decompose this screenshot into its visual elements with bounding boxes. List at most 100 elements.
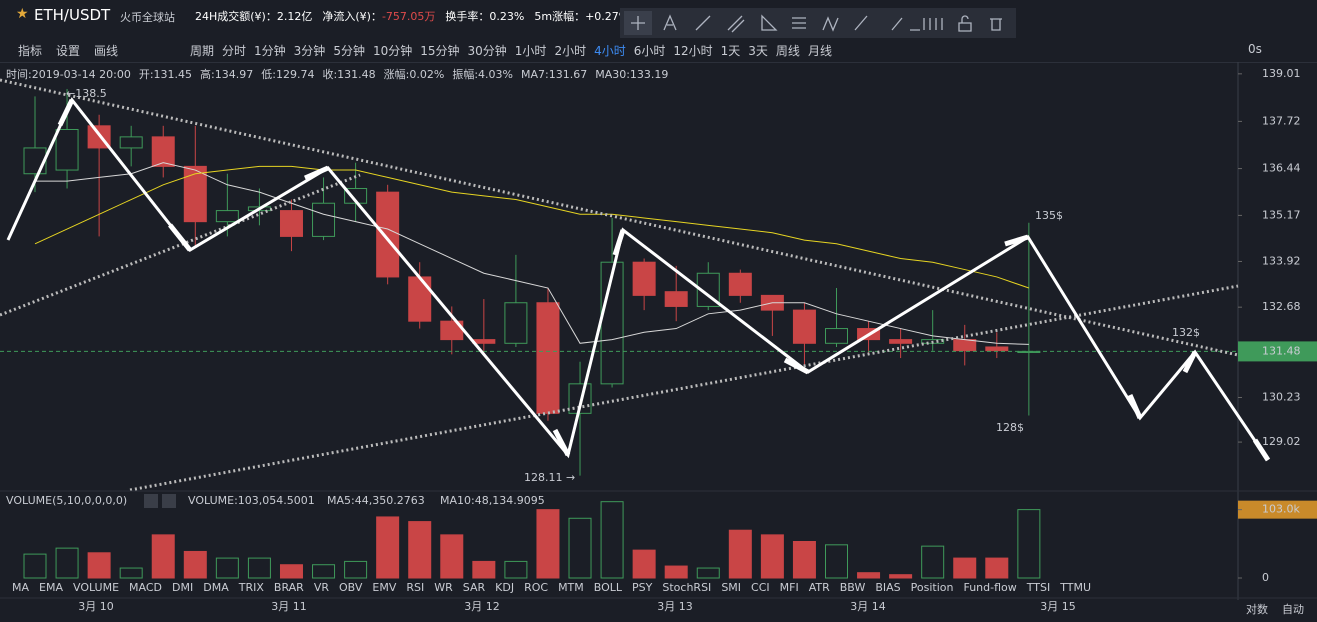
lock-icon[interactable] bbox=[958, 15, 972, 32]
footer-button[interactable]: 对数 bbox=[1246, 602, 1268, 616]
tool[interactable]: 设置 bbox=[56, 44, 81, 58]
text-icon[interactable] bbox=[663, 14, 677, 31]
last-price-label: 131.48 bbox=[1262, 344, 1301, 357]
period[interactable]: 1分钟 bbox=[254, 44, 286, 58]
stats: 24H成交额(¥)：2.12亿 净流入(¥)：-757.05万 换手率：0.23% 5… bbox=[195, 8, 639, 24]
period[interactable]: 12小时 bbox=[673, 44, 713, 58]
volume-bar bbox=[119, 567, 143, 579]
candle-body bbox=[632, 261, 656, 296]
period[interactable]: 分时 bbox=[222, 44, 247, 58]
indicator-tab[interactable]: TTSI bbox=[1026, 581, 1050, 594]
drawing-tools bbox=[624, 11, 1002, 35]
indicator-tab[interactable]: VOLUME bbox=[73, 581, 119, 594]
channel-icon[interactable] bbox=[727, 15, 745, 33]
candle-body bbox=[504, 302, 528, 344]
indicator-tab[interactable]: SMI bbox=[721, 581, 741, 594]
date-label: 3月 13 bbox=[657, 600, 693, 613]
star-icon[interactable]: ★ bbox=[16, 6, 29, 22]
volume-bar bbox=[696, 567, 720, 579]
indicator-tab[interactable]: BIAS bbox=[875, 581, 900, 594]
indicator-tab[interactable]: VR bbox=[314, 581, 330, 594]
cross-icon[interactable] bbox=[631, 16, 645, 30]
ma-line bbox=[35, 162, 1029, 345]
period-bar: 指标 设置 画线 周期 分时 1分钟 3分钟 5分钟 10分钟 15分钟 30分钟 1小时 2小时 4小时… bbox=[0, 38, 1317, 63]
indicator-tab[interactable]: MA bbox=[12, 581, 29, 594]
date-label: 3月 12 bbox=[464, 600, 500, 613]
y-tick-label: 130.23 bbox=[1262, 390, 1301, 403]
brush-icon[interactable] bbox=[891, 17, 920, 31]
indicator-tab[interactable]: OBV bbox=[339, 581, 363, 594]
indicator-tab[interactable]: EMV bbox=[372, 581, 396, 594]
indicator-tab[interactable]: BOLL bbox=[594, 581, 623, 594]
pair[interactable]: ETH/USDT bbox=[34, 6, 111, 24]
indicator-tab[interactable]: Position bbox=[911, 581, 954, 594]
indicator-tab[interactable]: EMA bbox=[39, 581, 63, 594]
arrow-head bbox=[783, 357, 810, 375]
volume-stat: MA5:44,350.2763 bbox=[327, 494, 425, 507]
candle-body bbox=[664, 291, 688, 307]
period[interactable]: 3天 bbox=[748, 44, 768, 58]
period[interactable]: 30分钟 bbox=[467, 44, 507, 58]
indicator-tab[interactable]: Fund-flow bbox=[963, 581, 1016, 594]
footer-button[interactable]: 自动 bbox=[1282, 603, 1304, 616]
pen-icon[interactable] bbox=[854, 15, 868, 31]
volume-tick-label: 103.0k bbox=[1262, 503, 1300, 516]
period[interactable]: 4小时 bbox=[594, 44, 626, 58]
indicator-tab[interactable]: TTMU bbox=[1059, 581, 1091, 594]
indicator-tab[interactable]: ROC bbox=[524, 581, 548, 594]
pattern-icon[interactable] bbox=[923, 18, 943, 30]
indicator-tab[interactable]: CCI bbox=[751, 581, 770, 594]
indicator-tab[interactable]: StochRSI bbox=[662, 581, 711, 594]
indicator-tab[interactable]: MFI bbox=[780, 581, 799, 594]
period[interactable]: 2小时 bbox=[554, 44, 587, 58]
indicator-tab[interactable]: KDJ bbox=[495, 581, 514, 594]
period[interactable]: 1天 bbox=[720, 44, 741, 58]
indicator-tab[interactable]: DMA bbox=[203, 581, 229, 594]
indicator-tab[interactable]: PSY bbox=[632, 581, 653, 594]
close-button[interactable] bbox=[162, 494, 176, 508]
line-icon[interactable] bbox=[695, 15, 711, 31]
tool[interactable]: 指标 bbox=[18, 44, 43, 58]
period[interactable]: 5分钟 bbox=[333, 44, 365, 58]
indicator-tab[interactable]: SAR bbox=[463, 581, 486, 594]
indicator-tab[interactable]: MTM bbox=[558, 581, 584, 594]
indicator-tab[interactable]: WR bbox=[434, 581, 453, 594]
indicator-tab[interactable]: BRAR bbox=[274, 581, 304, 594]
indicator-tab[interactable]: TRIX bbox=[238, 581, 265, 594]
period[interactable]: 月线 bbox=[807, 44, 832, 58]
indicator-tab[interactable]: ATR bbox=[809, 581, 830, 594]
trendline bbox=[129, 284, 1239, 492]
period[interactable]: 10分钟 bbox=[372, 44, 413, 58]
trash-icon[interactable] bbox=[990, 18, 1002, 31]
fib-icon[interactable] bbox=[792, 17, 806, 29]
indicator-tab[interactable]: RSI bbox=[406, 581, 424, 594]
period[interactable]: 15分钟 bbox=[420, 44, 460, 58]
indicator-tab[interactable]: BBW bbox=[840, 581, 866, 594]
period[interactable]: 1小时 bbox=[514, 44, 547, 58]
settings-button[interactable] bbox=[144, 494, 158, 508]
candle-body bbox=[119, 136, 143, 149]
indicator-tab[interactable]: MACD bbox=[129, 581, 162, 594]
period[interactable]: 周线 bbox=[775, 44, 800, 58]
volume-bar bbox=[985, 557, 1009, 579]
tool[interactable]: 画线 bbox=[94, 44, 119, 58]
date-label: 3月 15 bbox=[1040, 600, 1076, 613]
volume-bar bbox=[857, 572, 881, 579]
annotation: 128$ bbox=[996, 421, 1024, 434]
candle-body bbox=[55, 129, 79, 171]
candle-body bbox=[472, 339, 496, 344]
volume-bar bbox=[55, 547, 79, 579]
date-label: 3月 10 bbox=[78, 600, 114, 613]
info-item: 时间:2019-03-14 20:00 bbox=[6, 68, 131, 81]
info-item: 涨幅: bbox=[384, 68, 410, 81]
triangle-icon[interactable] bbox=[761, 14, 778, 31]
wave-icon[interactable] bbox=[822, 16, 839, 32]
period[interactable]: 3分钟 bbox=[293, 44, 326, 58]
candle-body bbox=[953, 339, 977, 352]
period[interactable]: 6小时 bbox=[633, 44, 666, 58]
volume-stat: VOLUME:103,054.5001 bbox=[188, 494, 315, 507]
indicator-tab[interactable]: DMI bbox=[172, 581, 193, 594]
volume-bar bbox=[889, 574, 913, 579]
candle-body bbox=[215, 210, 239, 223]
